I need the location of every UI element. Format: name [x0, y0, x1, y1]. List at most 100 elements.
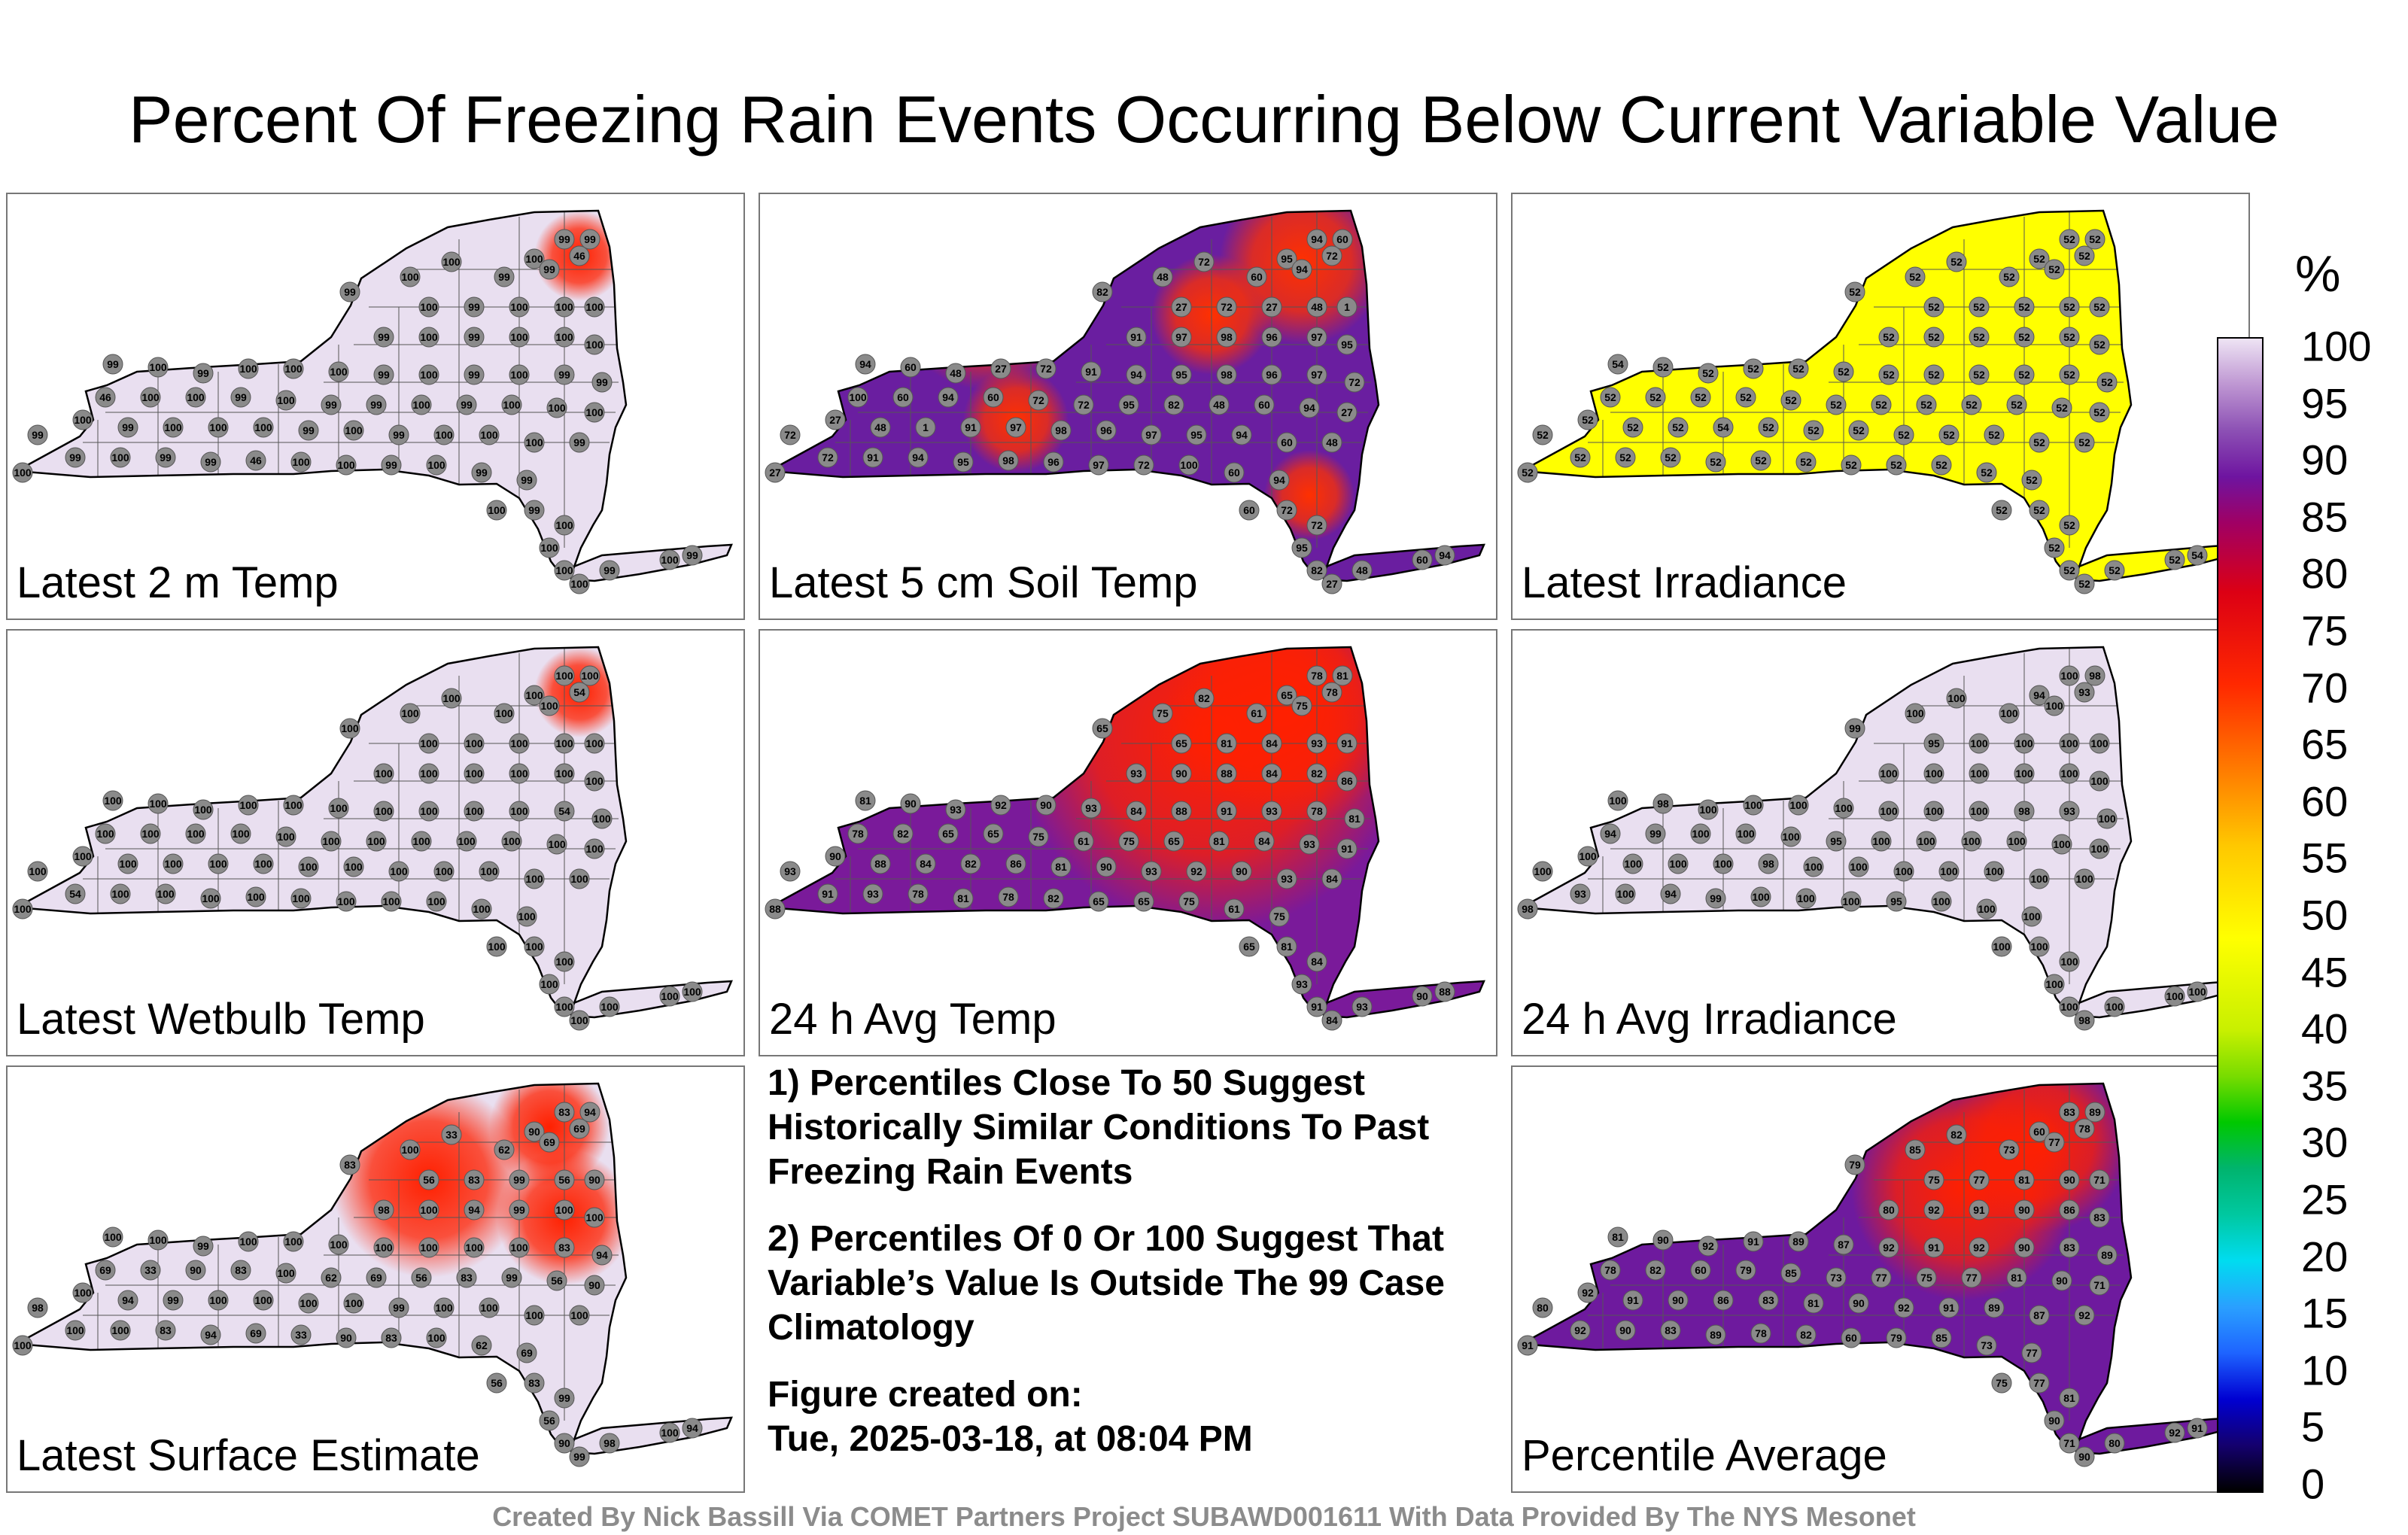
station-value: 98 — [1002, 454, 1014, 467]
station-value: 86 — [2063, 1204, 2075, 1216]
station-marker: 100 — [659, 1422, 680, 1443]
station-marker: 100 — [193, 799, 214, 820]
station-marker: 90 — [1171, 763, 1192, 784]
station-marker: 98 — [1517, 898, 1538, 919]
station-value: 86 — [1341, 775, 1353, 787]
station-value: 52 — [2101, 376, 2113, 388]
station-marker: 100 — [339, 718, 360, 739]
station-value: 100 — [1609, 795, 1627, 807]
state-outline — [765, 209, 1380, 576]
station-value: 100 — [465, 768, 483, 780]
station-marker: 100 — [2006, 831, 2027, 852]
station-marker: 100 — [1969, 733, 1990, 754]
station-marker: 100 — [2059, 996, 2080, 1017]
station-value: 75 — [1032, 831, 1044, 843]
station-value: 72 — [1040, 363, 1052, 375]
station-value: 100 — [442, 256, 461, 268]
station-marker: 52 — [1878, 327, 1899, 348]
station-value: 52 — [1522, 467, 1534, 479]
station-value: 84 — [920, 858, 932, 870]
station-marker: 90 — [2074, 1446, 2095, 1467]
station-value: 94 — [1273, 474, 1285, 486]
station-value: 82 — [1198, 692, 1210, 704]
station-marker: 52 — [1969, 296, 1990, 318]
station-marker: 52 — [1923, 364, 1944, 385]
station-marker: 100 — [110, 883, 131, 904]
station-marker: 100 — [524, 685, 545, 706]
station-value: 52 — [2018, 331, 2030, 343]
station-marker: 91 — [1923, 1237, 1944, 1258]
station-marker: 95 — [1276, 248, 1297, 269]
station-value: 94 — [1130, 369, 1142, 381]
station-value: 99 — [1849, 722, 1861, 734]
station-value: 100 — [401, 1144, 419, 1156]
station-marker: 100 — [12, 462, 33, 483]
station-marker: 65 — [1088, 891, 1109, 912]
station-value: 69 — [543, 1136, 555, 1148]
station-marker: 52 — [1652, 357, 1674, 378]
station-marker: 99 — [117, 417, 138, 438]
station-marker: 99 — [339, 281, 360, 302]
station-marker: 93 — [1570, 883, 1591, 904]
station-marker: 100 — [554, 1199, 575, 1220]
station-marker: 99 — [366, 394, 387, 415]
station-value: 52 — [2026, 474, 2038, 486]
station-marker: 77 — [2044, 1132, 2065, 1153]
station-marker: 27 — [1171, 296, 1192, 318]
station-marker: 52 — [2059, 296, 2080, 318]
station-marker: 52 — [1931, 454, 1952, 476]
station-marker: 56 — [546, 1270, 567, 1291]
station-value: 72 — [1326, 250, 1338, 262]
station-value: 69 — [573, 1123, 585, 1135]
state-fill — [1317, 545, 1484, 581]
station-marker: 100 — [539, 695, 560, 716]
station-marker: 52 — [1826, 394, 1847, 415]
station-value: 100 — [74, 414, 92, 426]
station-marker: 72 — [1216, 296, 1237, 318]
station-marker: 75 — [1291, 695, 1312, 716]
station-value: 52 — [2078, 436, 2090, 448]
station-value: 52 — [1785, 394, 1797, 406]
station-marker: 91 — [960, 417, 981, 438]
station-marker: 72 — [1028, 390, 1049, 411]
station-marker: 100 — [539, 537, 560, 558]
station-value: 90 — [1672, 1294, 1684, 1306]
station-value: 60 — [905, 361, 917, 373]
station-value: 89 — [1792, 1236, 1804, 1248]
station-marker: 98 — [1758, 853, 1779, 874]
station-marker: 91 — [1081, 361, 1102, 382]
station-marker: 83 — [554, 1237, 575, 1258]
station-marker: 88 — [1216, 763, 1237, 784]
station-marker: 84 — [1126, 801, 1147, 822]
station-value: 99 — [461, 399, 473, 411]
station-value: 75 — [1183, 895, 1195, 907]
station-value: 52 — [2063, 331, 2075, 343]
station-value: 83 — [344, 1159, 356, 1171]
station-value: 52 — [1883, 369, 1895, 381]
state-outline — [765, 646, 1380, 1013]
station-value: 83 — [1762, 1294, 1774, 1306]
station-marker: 100 — [464, 1237, 485, 1258]
state-fill — [564, 1418, 731, 1454]
station-marker: 52 — [1660, 447, 1681, 468]
station-value: 100 — [209, 858, 227, 870]
station-value: 100 — [412, 835, 430, 847]
station-value: 99 — [596, 376, 608, 388]
station-value: 93 — [1085, 802, 1097, 814]
station-value: 100 — [29, 865, 47, 877]
station-marker: 100 — [110, 1320, 131, 1341]
station-marker: 56 — [539, 1410, 560, 1431]
station-value: 91 — [1943, 1302, 1955, 1314]
station-marker: 95 — [1291, 537, 1312, 558]
station-value: 81 — [2018, 1174, 2030, 1186]
station-value: 92 — [2078, 1309, 2090, 1321]
station-marker: 60 — [1276, 432, 1297, 453]
station-value: 100 — [1180, 459, 1198, 471]
station-value: 99 — [476, 467, 488, 479]
station-marker: 87 — [2029, 1305, 2050, 1326]
station-value: 100 — [473, 903, 491, 915]
station-marker: 99 — [579, 229, 600, 250]
station-value: 100 — [570, 873, 588, 885]
station-value: 83 — [160, 1324, 172, 1336]
